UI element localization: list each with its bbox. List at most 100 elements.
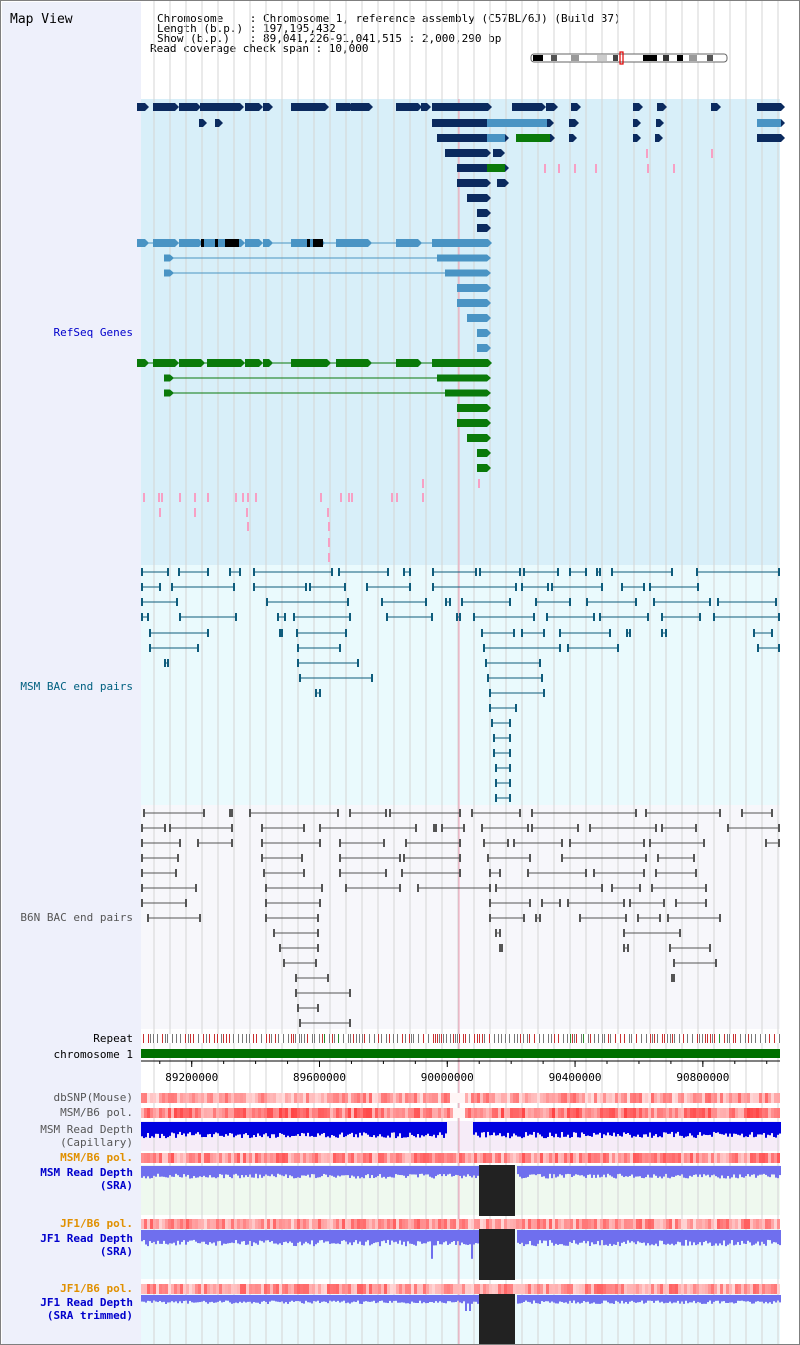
gene-exon (245, 103, 259, 111)
heat-cell (636, 1219, 639, 1229)
depth-bar (147, 1166, 149, 1177)
heat-cell (588, 1093, 591, 1103)
repeat-element (238, 1034, 239, 1043)
heat-cell (204, 1093, 207, 1103)
track-label-msm-depth-sra[interactable]: MSM Read Depth (40, 1166, 133, 1179)
track-label-refseq-genes[interactable]: RefSeq Genes (53, 326, 133, 339)
gene-exon (569, 119, 575, 127)
depth-bar (463, 1166, 465, 1176)
heat-cell (492, 1108, 495, 1118)
snp-marker (351, 493, 353, 502)
track-label-msm-bac[interactable]: MSM BAC end pairs (20, 680, 133, 693)
depth-bar (259, 1230, 261, 1241)
gene-strand-arrow (201, 359, 205, 367)
depth-bar (407, 1295, 409, 1304)
depth-bar (413, 1122, 415, 1137)
heat-cell (687, 1284, 690, 1294)
depth-bar (201, 1122, 203, 1138)
depth-bar (271, 1166, 273, 1175)
depth-bar (321, 1122, 323, 1134)
depth-bar (255, 1230, 257, 1244)
track-label-msm-b6-pol-2[interactable]: MSM/B6 pol. (60, 1151, 133, 1164)
b6n-bac-pair (441, 824, 465, 832)
depth-bar (613, 1295, 615, 1304)
heat-cell (774, 1219, 777, 1229)
heat-cell (288, 1284, 291, 1294)
b6n-bac-pair (339, 854, 401, 862)
depth-bar (541, 1122, 543, 1137)
track-label-jf1-b6-pol-2[interactable]: JF1/B6 pol. (60, 1282, 133, 1295)
track-label-msm-b6-pol-1[interactable]: MSM/B6 pol. (60, 1106, 133, 1119)
depth-bar (735, 1295, 737, 1304)
repeat-element (751, 1034, 752, 1043)
bac-end-left (521, 629, 523, 637)
depth-bar (731, 1166, 733, 1178)
repeat-element (299, 1034, 300, 1043)
track-label-b6n-bac[interactable]: B6N BAC end pairs (20, 911, 133, 924)
heat-cell (258, 1284, 261, 1294)
bac-end-left (366, 583, 368, 591)
snp-marker (422, 479, 424, 488)
depth-bar (551, 1295, 553, 1302)
gene-strand-arrow (487, 329, 491, 337)
repeat-element (393, 1034, 394, 1043)
gene-exon (437, 134, 487, 142)
depth-bar (535, 1295, 537, 1304)
depth-bar (699, 1166, 701, 1175)
bac-end-right (625, 914, 627, 922)
depth-bar (235, 1122, 237, 1136)
depth-bar (497, 1122, 499, 1136)
heat-cell (750, 1219, 753, 1229)
heat-cell (354, 1219, 357, 1229)
depth-bar (631, 1166, 633, 1175)
heat-cell (189, 1108, 192, 1118)
heat-cell (519, 1219, 522, 1229)
track-label-jf1-depth-trimmed[interactable]: JF1 Read Depth (40, 1296, 133, 1309)
depth-bar (235, 1295, 237, 1303)
depth-bar (439, 1166, 441, 1175)
heat-cell (621, 1219, 624, 1229)
heat-cell (387, 1093, 390, 1103)
heat-cell (456, 1108, 459, 1118)
repeat-element (214, 1034, 215, 1043)
heat-cell (345, 1108, 348, 1118)
depth-bar (585, 1230, 587, 1244)
bac-end-right (463, 824, 465, 832)
heat-cell (354, 1108, 357, 1118)
depth-bar (191, 1166, 193, 1179)
heat-cell (450, 1153, 453, 1163)
track-label-msm-depth-capillary[interactable]: MSM Read Depth (40, 1123, 133, 1136)
repeat-element (501, 1034, 502, 1043)
track-label-jf1-b6-pol-1[interactable]: JF1/B6 pol. (60, 1217, 133, 1230)
heat-cell (390, 1219, 393, 1229)
gene-exon (263, 239, 269, 247)
depth-bar (215, 1166, 217, 1179)
depth-bar (257, 1295, 259, 1303)
heat-cell (303, 1093, 306, 1103)
heat-cell (642, 1108, 645, 1118)
heat-cell (309, 1219, 312, 1229)
b6n-bac-pair (229, 809, 233, 817)
depth-bar (459, 1295, 461, 1303)
track-label-jf1-depth-sra[interactable]: JF1 Read Depth (40, 1232, 133, 1245)
bac-end-right (185, 899, 187, 907)
depth-bar (377, 1122, 379, 1137)
depth-bar (639, 1122, 641, 1137)
msm-bac-pair (445, 598, 451, 606)
depth-bar (591, 1295, 593, 1304)
heat-cell (591, 1219, 594, 1229)
msm-bac-pair (315, 689, 321, 697)
bac-end-right (529, 854, 531, 862)
heat-cell (777, 1284, 780, 1294)
depth-bar (265, 1295, 267, 1302)
track-label-dbsnp[interactable]: dbSNP(Mouse) (53, 1091, 133, 1104)
snp-marker (348, 493, 350, 502)
gene-row (477, 329, 491, 337)
depth-bar (705, 1166, 707, 1176)
bac-end-right (509, 734, 511, 742)
msm-bac-pair (403, 568, 411, 576)
depth-bar (721, 1166, 723, 1176)
heat-cell (204, 1219, 207, 1229)
bac-end-right (317, 929, 319, 937)
